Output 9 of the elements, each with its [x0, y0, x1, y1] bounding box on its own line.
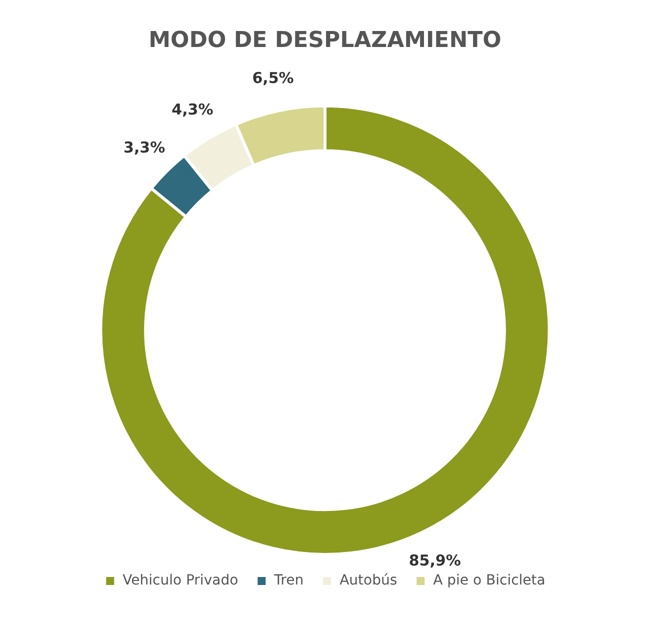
data-label: 3,3%: [124, 138, 166, 156]
chart-title: MODO DE DESPLAZAMIENTO: [148, 28, 502, 53]
legend-label: Autobús: [340, 572, 398, 589]
data-label: 6,5%: [252, 69, 294, 88]
data-label: 85,9%: [408, 552, 461, 570]
legend-label: Tren: [273, 572, 304, 589]
legend-label: A pie o Bicicleta: [433, 572, 546, 589]
legend-label: Vehiculo Privado: [122, 572, 238, 589]
data-label: 4,3%: [172, 100, 214, 119]
